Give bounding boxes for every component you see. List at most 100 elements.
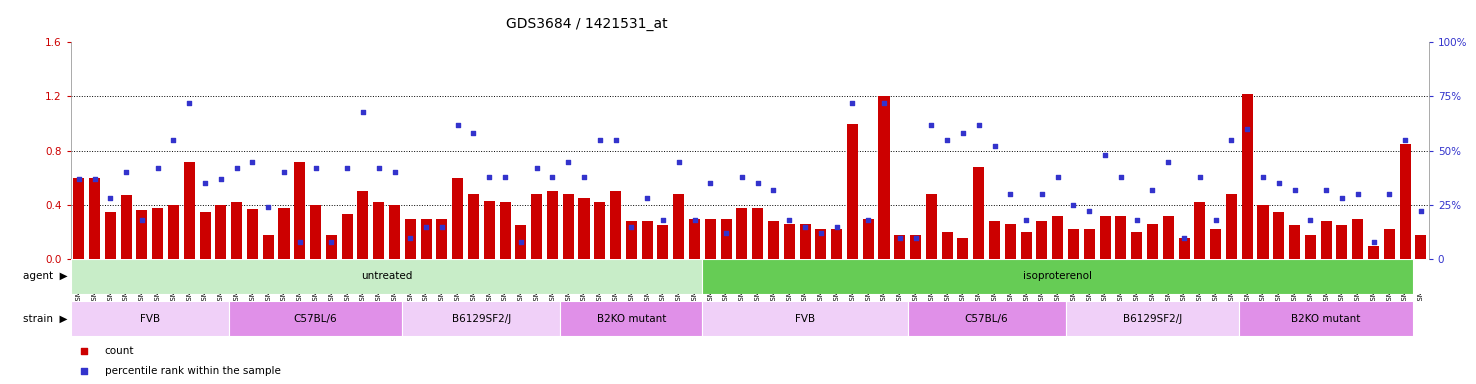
Point bbox=[1094, 152, 1117, 158]
Bar bbox=[1052, 216, 1063, 259]
Point bbox=[951, 130, 974, 136]
Point bbox=[793, 223, 816, 230]
Point bbox=[272, 169, 295, 175]
Point bbox=[762, 187, 785, 193]
Bar bbox=[878, 96, 890, 259]
Bar bbox=[484, 201, 494, 259]
Point bbox=[920, 122, 943, 128]
Bar bbox=[911, 235, 921, 259]
Point bbox=[1204, 217, 1228, 223]
Point bbox=[809, 230, 832, 236]
Text: B6129SF2/J: B6129SF2/J bbox=[452, 314, 511, 324]
Bar bbox=[784, 224, 794, 259]
Point bbox=[257, 204, 280, 210]
Point bbox=[714, 230, 738, 236]
Bar bbox=[357, 191, 369, 259]
Text: GDS3684 / 1421531_at: GDS3684 / 1421531_at bbox=[506, 17, 667, 31]
Point bbox=[399, 234, 422, 240]
Bar bbox=[246, 209, 258, 259]
Bar bbox=[232, 202, 242, 259]
Point bbox=[825, 223, 849, 230]
Point bbox=[1061, 202, 1085, 208]
Point bbox=[477, 174, 500, 180]
Bar bbox=[579, 198, 589, 259]
Point bbox=[1362, 239, 1386, 245]
Bar bbox=[894, 235, 905, 259]
Bar bbox=[847, 124, 858, 259]
Bar bbox=[1241, 94, 1253, 259]
Bar bbox=[1036, 221, 1048, 259]
Bar bbox=[421, 218, 431, 259]
Text: C57BL/6: C57BL/6 bbox=[294, 314, 338, 324]
Point bbox=[1014, 217, 1038, 223]
Bar bbox=[815, 229, 827, 259]
Bar bbox=[531, 194, 542, 259]
Bar bbox=[1194, 202, 1206, 259]
Bar bbox=[706, 218, 716, 259]
Bar bbox=[610, 191, 621, 259]
Bar bbox=[800, 224, 810, 259]
Point bbox=[841, 100, 865, 106]
Point bbox=[177, 100, 201, 106]
Point bbox=[1156, 159, 1179, 165]
Point bbox=[1046, 174, 1070, 180]
Bar bbox=[310, 205, 322, 259]
Bar bbox=[452, 178, 463, 259]
Point bbox=[146, 165, 170, 171]
Point bbox=[587, 137, 611, 143]
Bar bbox=[326, 235, 337, 259]
Point bbox=[288, 239, 311, 245]
Bar bbox=[183, 162, 195, 259]
Bar bbox=[373, 202, 384, 259]
Bar bbox=[689, 218, 700, 259]
Bar bbox=[1368, 246, 1379, 259]
Bar bbox=[942, 232, 952, 259]
Point bbox=[1077, 209, 1101, 215]
Point bbox=[1410, 209, 1433, 215]
Point bbox=[1125, 217, 1148, 223]
Point bbox=[1235, 126, 1259, 132]
Point bbox=[1030, 191, 1054, 197]
Point bbox=[1346, 191, 1370, 197]
Point bbox=[1172, 234, 1196, 240]
Point bbox=[1252, 174, 1275, 180]
Point bbox=[903, 234, 927, 240]
Point bbox=[1299, 217, 1322, 223]
Point bbox=[745, 180, 769, 186]
Point bbox=[620, 223, 644, 230]
Bar bbox=[229, 301, 403, 336]
Bar bbox=[341, 214, 353, 259]
Point bbox=[1377, 191, 1401, 197]
Bar bbox=[562, 194, 574, 259]
Bar bbox=[1384, 229, 1395, 259]
Bar bbox=[548, 191, 558, 259]
Bar bbox=[403, 301, 561, 336]
Bar bbox=[989, 221, 1001, 259]
Bar bbox=[1305, 235, 1317, 259]
Text: FVB: FVB bbox=[140, 314, 159, 324]
Bar bbox=[168, 205, 179, 259]
Bar bbox=[74, 178, 84, 259]
Point bbox=[224, 165, 248, 171]
Bar bbox=[626, 221, 638, 259]
Point bbox=[604, 137, 627, 143]
Point bbox=[1283, 187, 1306, 193]
Point bbox=[83, 176, 106, 182]
Bar bbox=[1069, 229, 1079, 259]
Bar bbox=[831, 229, 843, 259]
Bar bbox=[279, 208, 289, 259]
Point bbox=[462, 130, 486, 136]
Point bbox=[872, 100, 896, 106]
Bar bbox=[390, 205, 400, 259]
Point bbox=[446, 122, 469, 128]
Point bbox=[983, 143, 1007, 149]
Point bbox=[556, 159, 580, 165]
Bar bbox=[862, 218, 874, 259]
Bar bbox=[89, 178, 100, 259]
Point bbox=[382, 169, 406, 175]
Text: isoproterenol: isoproterenol bbox=[1023, 271, 1092, 281]
Point bbox=[99, 195, 123, 202]
Bar bbox=[1289, 225, 1300, 259]
Bar bbox=[657, 225, 669, 259]
Point bbox=[320, 239, 344, 245]
